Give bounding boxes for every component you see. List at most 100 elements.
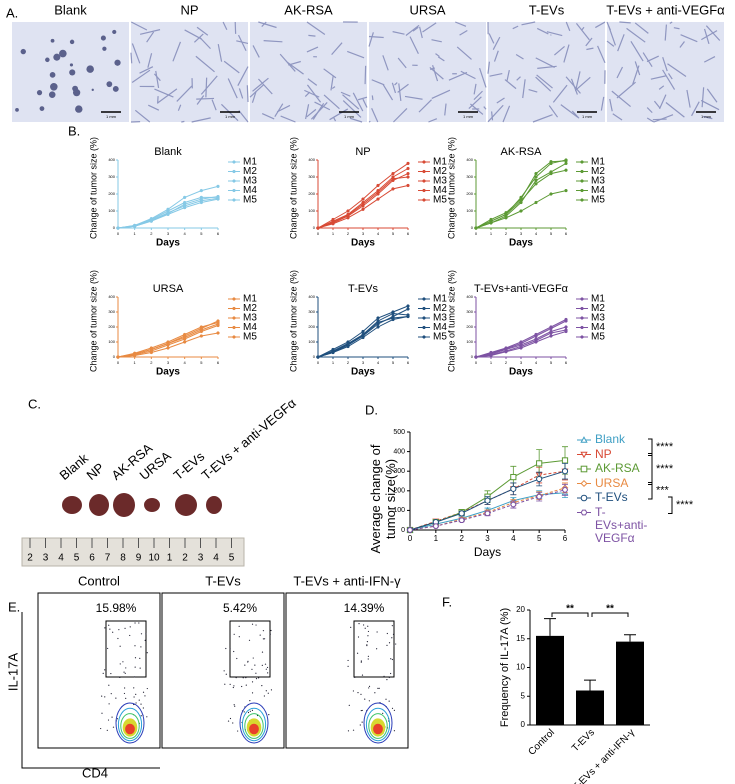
x-axis-label: Days — [509, 238, 533, 249]
vessel — [398, 83, 402, 101]
vessel — [276, 104, 291, 113]
y-tick-label: 500 — [393, 429, 405, 436]
marker — [580, 188, 584, 193]
event-dot — [243, 711, 245, 713]
event-dot — [101, 695, 103, 697]
event-dot — [225, 647, 227, 650]
event-dot — [129, 626, 131, 628]
x-tick-label: 3 — [167, 360, 170, 365]
vessel — [487, 61, 491, 74]
marker — [549, 331, 553, 335]
x-tick-label: 0 — [117, 231, 120, 236]
x-tick-label: 0 — [475, 360, 478, 365]
cell-cluster — [114, 59, 121, 66]
marker — [361, 335, 365, 340]
y-tick-label: 200 — [308, 191, 315, 196]
vessel — [611, 90, 631, 108]
legend-label: M4 — [591, 185, 605, 196]
marker — [376, 190, 380, 194]
significance-bracket — [648, 453, 653, 485]
vessel — [646, 55, 660, 63]
x-axis-label: Days — [351, 367, 375, 378]
vessel — [493, 50, 499, 62]
axis-arrows — [21, 612, 160, 769]
x-tick-label: 1 — [490, 231, 493, 236]
vessel — [483, 106, 487, 110]
ruler-number: 7 — [105, 553, 111, 564]
x-tick-label: 4 — [184, 231, 187, 236]
marker — [580, 198, 584, 202]
marker — [331, 222, 335, 226]
event-dot — [133, 696, 135, 698]
y-tick-label: 15 — [516, 634, 525, 643]
event-dot — [377, 687, 379, 689]
vessel — [612, 113, 623, 121]
vessel — [181, 120, 185, 123]
event-dot — [266, 666, 269, 669]
event-dot — [111, 716, 113, 718]
event-dot — [267, 692, 269, 694]
cell-cluster — [49, 72, 56, 78]
cell-cluster — [69, 63, 74, 67]
event-dot — [106, 729, 108, 731]
marker — [391, 177, 395, 181]
event-dot — [242, 677, 244, 679]
vessel — [571, 110, 580, 119]
vessel — [586, 47, 594, 51]
legend-label: M3 — [591, 176, 605, 187]
panel-letter: E. — [8, 599, 20, 614]
microscopy-image — [131, 22, 248, 122]
vessel — [686, 89, 691, 108]
vessel — [479, 68, 487, 88]
vessel — [371, 79, 385, 86]
vessel — [176, 85, 193, 102]
scale-label: 1 mm — [582, 114, 593, 119]
legend-label: M5 — [591, 195, 605, 206]
event-dot — [104, 669, 106, 671]
marker — [391, 317, 395, 322]
vessel — [362, 98, 368, 108]
marker — [149, 217, 153, 221]
event-dot — [270, 689, 273, 691]
chart-title: T-EVs — [348, 283, 378, 295]
vessel — [515, 54, 524, 60]
marker — [391, 171, 395, 176]
event-dot — [368, 685, 371, 687]
event-dot — [252, 657, 254, 659]
legend-label: M1 — [591, 157, 605, 168]
density-contour — [363, 702, 393, 744]
marker — [534, 340, 538, 344]
y-axis-label: Change of tumor size (%) — [446, 137, 456, 239]
marker — [199, 334, 203, 338]
vessel — [195, 55, 215, 73]
event-dot — [251, 709, 254, 711]
vessel — [394, 82, 398, 86]
event-dot — [261, 664, 263, 666]
y-tick-label: 100 — [308, 339, 315, 344]
vessel — [597, 45, 606, 64]
vessel — [665, 102, 685, 118]
legend-label: M4 — [433, 185, 447, 196]
event-dot — [390, 672, 392, 675]
event-dot — [122, 661, 124, 663]
event-dot — [265, 668, 267, 670]
legend-label: M3 — [591, 313, 605, 324]
significance-label: ** — [566, 604, 574, 615]
event-dot — [144, 639, 146, 641]
vessel — [249, 84, 265, 98]
marker — [519, 199, 523, 203]
marker — [422, 306, 426, 311]
marker — [489, 221, 493, 225]
vessel — [536, 74, 553, 89]
x-tick-label: 6 — [563, 534, 568, 543]
event-dot — [107, 719, 110, 721]
vessel — [626, 27, 646, 43]
image-label: T-EVs + anti-VEGFα — [606, 2, 725, 17]
vessel — [609, 98, 613, 112]
y-axis-label: Average change of tumor size(%) — [368, 444, 398, 554]
cell-cluster — [73, 89, 81, 97]
event-dot — [146, 652, 148, 654]
x-tick-label: 3 — [167, 231, 170, 236]
x-tick-label: 4 — [377, 360, 380, 365]
event-dot — [364, 698, 366, 700]
